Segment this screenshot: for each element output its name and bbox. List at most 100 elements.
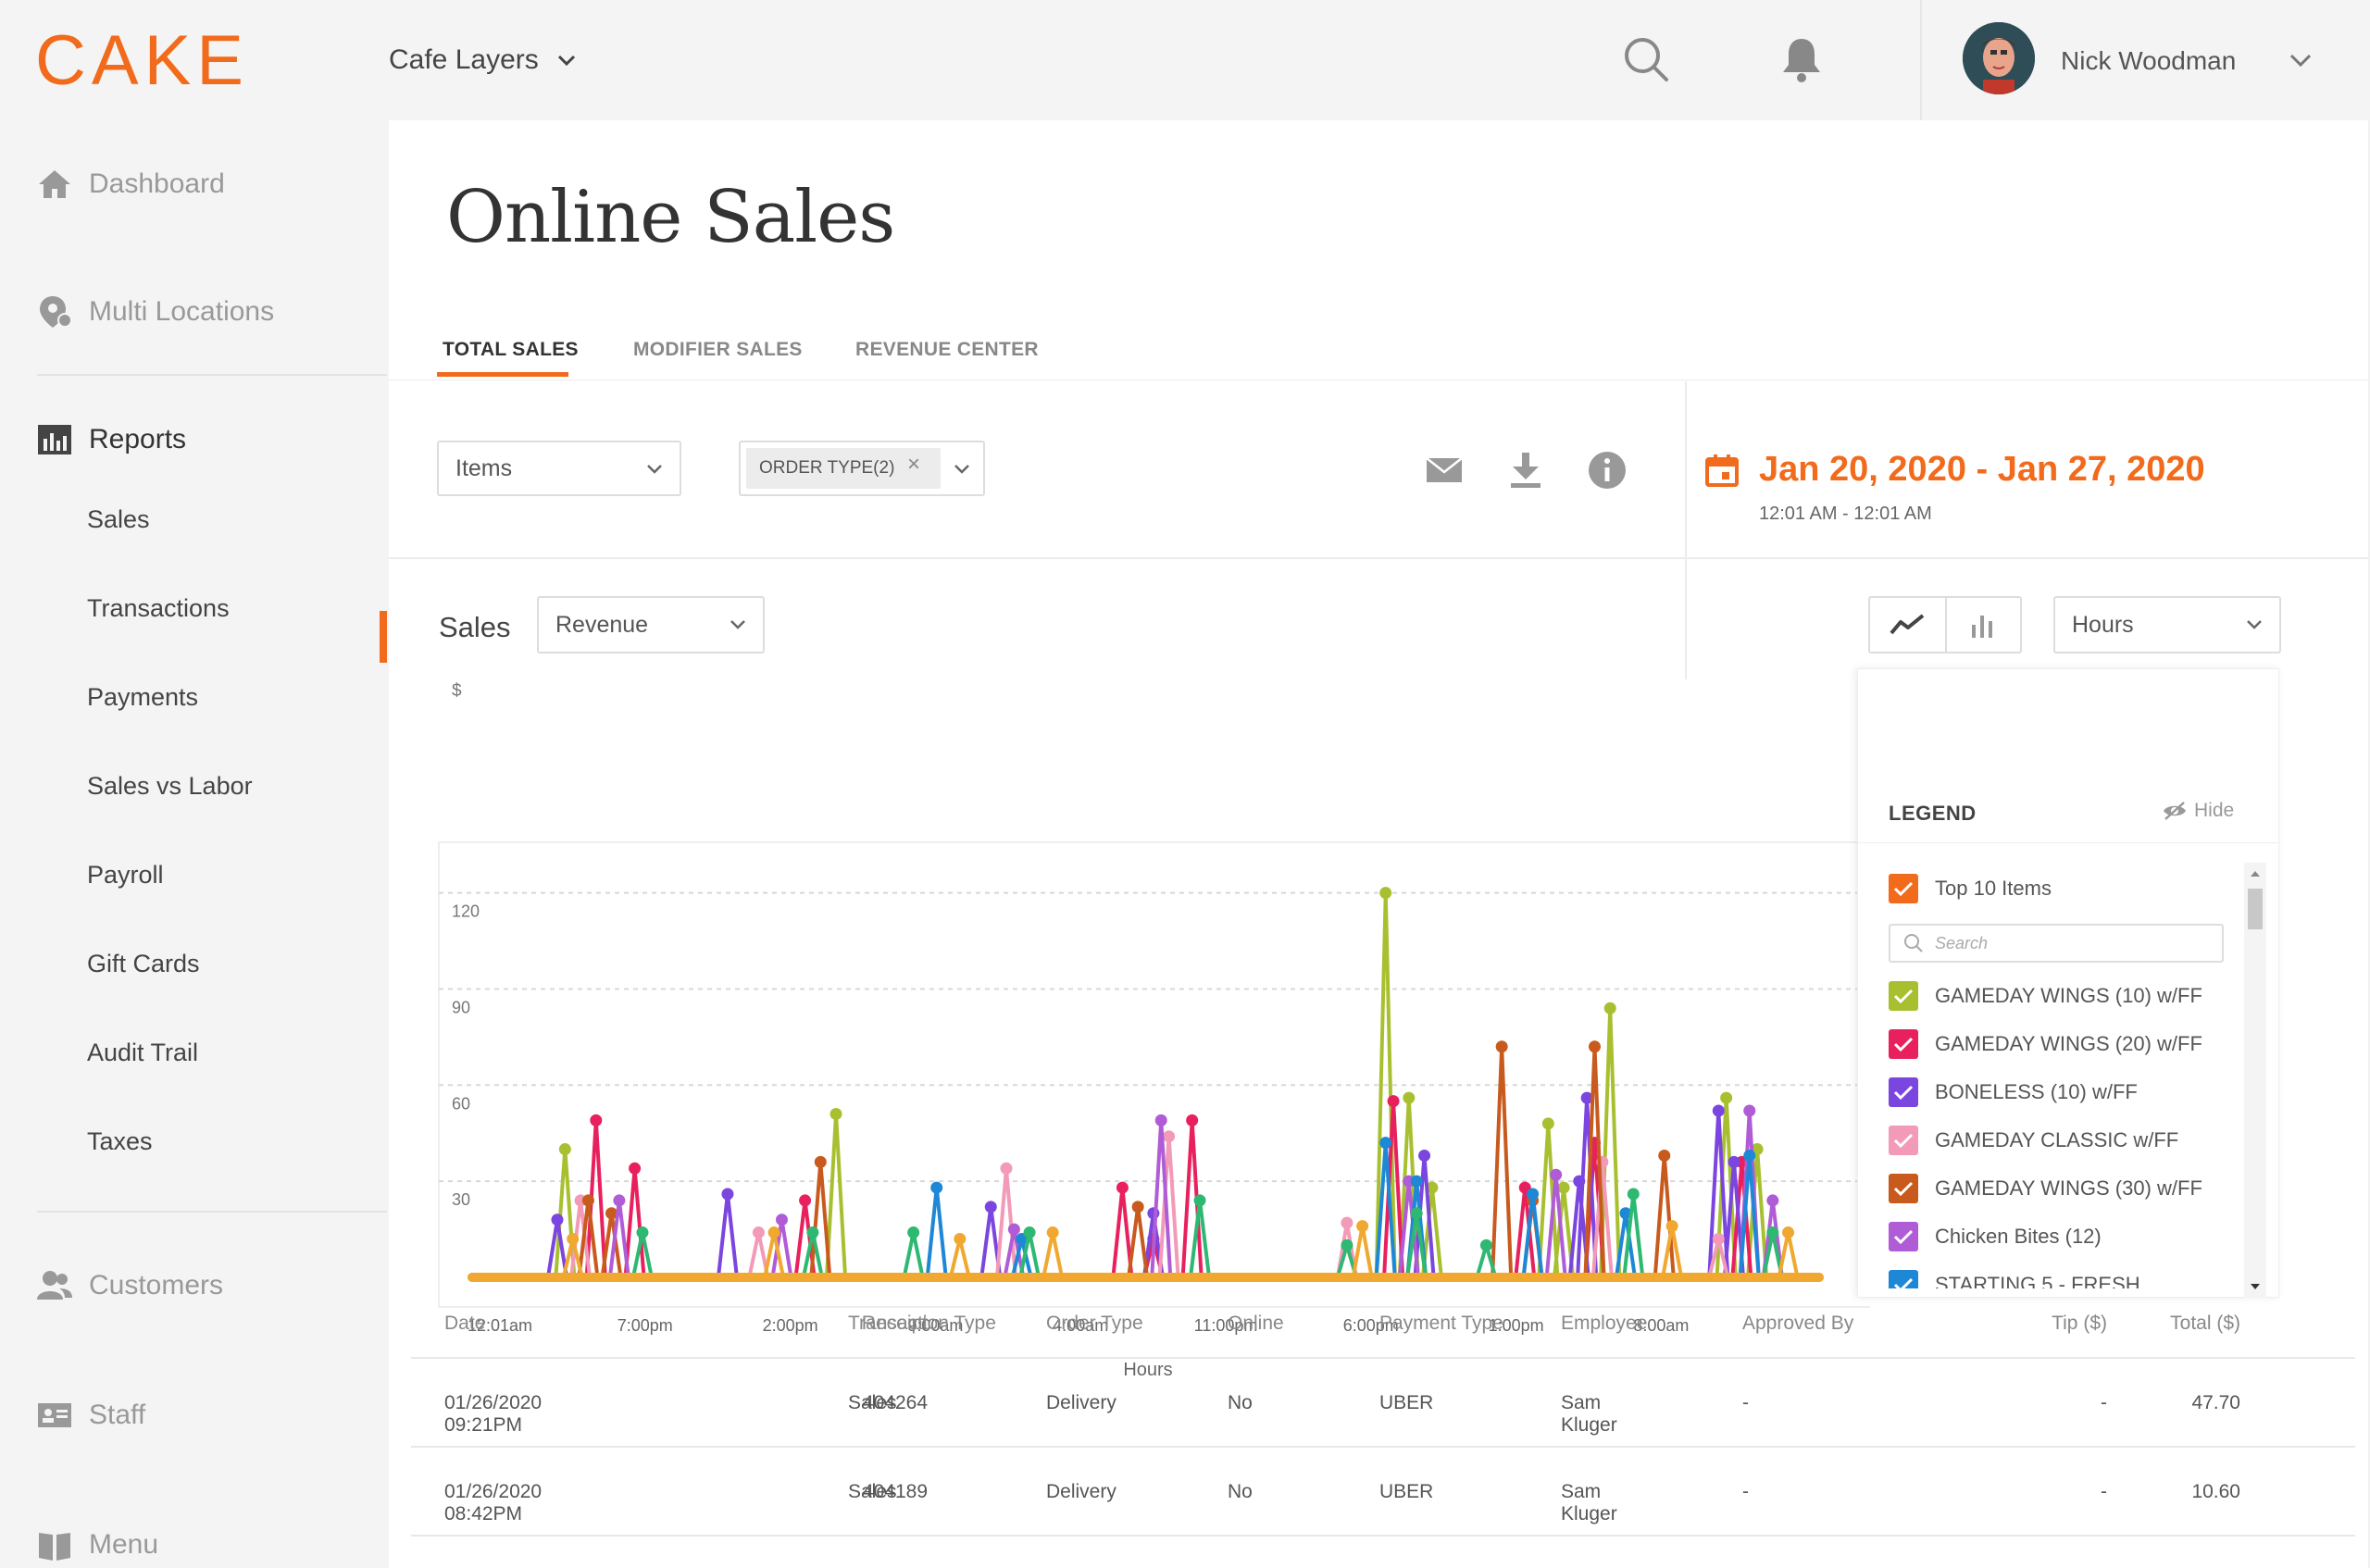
checkbox[interactable] <box>1889 981 1918 1011</box>
data-point[interactable] <box>1086 1273 1096 1282</box>
data-point[interactable] <box>1790 1273 1801 1282</box>
nav-customers[interactable]: Customers <box>37 1268 223 1303</box>
data-point[interactable] <box>1520 1273 1530 1282</box>
line-view-button[interactable] <box>1870 598 1945 652</box>
data-point[interactable] <box>1055 1273 1066 1282</box>
data-point[interactable] <box>1659 1273 1669 1282</box>
data-point[interactable] <box>1652 1273 1662 1282</box>
data-point[interactable] <box>1327 1273 1337 1282</box>
data-point[interactable] <box>978 1273 988 1282</box>
data-point[interactable] <box>722 1273 732 1282</box>
tab-total-sales[interactable]: TOTAL SALES <box>443 339 579 360</box>
data-point[interactable] <box>1040 1273 1050 1282</box>
calendar-icon[interactable] <box>1705 454 1739 487</box>
data-point[interactable] <box>1141 1273 1151 1282</box>
data-point[interactable] <box>1728 1155 1740 1168</box>
data-point[interactable] <box>1249 1273 1259 1282</box>
data-point[interactable] <box>1148 1273 1158 1282</box>
data-point[interactable] <box>1272 1273 1282 1282</box>
data-point[interactable] <box>839 1273 849 1282</box>
data-point[interactable] <box>1720 1091 1733 1104</box>
data-point[interactable] <box>767 1226 780 1239</box>
data-point[interactable] <box>1009 1273 1019 1282</box>
sidebar-item-payroll[interactable]: Payroll <box>87 861 164 889</box>
order-type-select[interactable]: ORDER TYPE(2) × <box>739 441 985 496</box>
data-point[interactable] <box>1334 1273 1344 1282</box>
data-point[interactable] <box>738 1273 748 1282</box>
data-point[interactable] <box>862 1273 872 1282</box>
data-point[interactable] <box>1226 1273 1236 1282</box>
data-point[interactable] <box>963 1273 973 1282</box>
sidebar-item-taxes[interactable]: Taxes <box>87 1127 153 1155</box>
data-point[interactable] <box>846 1273 856 1282</box>
data-point[interactable] <box>1387 1095 1400 1108</box>
data-point[interactable] <box>1288 1273 1298 1282</box>
data-point[interactable] <box>746 1273 756 1282</box>
table-header[interactable]: Approved By <box>1742 1313 1854 1334</box>
data-point[interactable] <box>583 1273 593 1282</box>
data-point[interactable] <box>1094 1273 1104 1282</box>
data-point[interactable] <box>1760 1273 1770 1282</box>
data-point[interactable] <box>1589 1040 1601 1053</box>
data-point[interactable] <box>1450 1273 1460 1282</box>
data-point[interactable] <box>1442 1273 1453 1282</box>
data-point[interactable] <box>537 1273 547 1282</box>
data-point[interactable] <box>1799 1273 1809 1282</box>
data-point[interactable] <box>1559 1273 1569 1282</box>
data-point[interactable] <box>1131 1201 1144 1213</box>
data-point[interactable] <box>1489 1273 1499 1282</box>
data-point[interactable] <box>1535 1273 1545 1282</box>
data-point[interactable] <box>1071 1273 1081 1282</box>
data-point[interactable] <box>1582 1273 1592 1282</box>
data-point[interactable] <box>1218 1273 1229 1282</box>
data-point[interactable] <box>1256 1273 1266 1282</box>
data-point[interactable] <box>1466 1273 1476 1282</box>
sidebar-item-audit-trail[interactable]: Audit Trail <box>87 1039 199 1066</box>
data-point[interactable] <box>754 1273 764 1282</box>
data-point[interactable] <box>814 1155 827 1168</box>
data-point[interactable] <box>544 1273 555 1282</box>
data-point[interactable] <box>498 1273 508 1282</box>
data-point[interactable] <box>1311 1273 1321 1282</box>
data-point[interactable] <box>529 1273 539 1282</box>
data-point[interactable] <box>1675 1273 1685 1282</box>
data-point[interactable] <box>954 1232 967 1245</box>
data-point[interactable] <box>1644 1273 1654 1282</box>
data-point[interactable] <box>606 1273 617 1282</box>
data-point[interactable] <box>668 1273 679 1282</box>
data-point[interactable] <box>1573 1175 1586 1188</box>
data-point[interactable] <box>885 1273 895 1282</box>
data-point[interactable] <box>636 1226 649 1239</box>
legend-search-input[interactable]: Search <box>1889 924 2224 963</box>
data-point[interactable] <box>1410 1175 1423 1188</box>
data-point[interactable] <box>986 1273 996 1282</box>
checkbox[interactable] <box>1889 874 1918 903</box>
data-point[interactable] <box>775 1213 788 1226</box>
nav-dashboard[interactable]: Dashboard <box>37 167 225 202</box>
data-point[interactable] <box>1766 1194 1779 1207</box>
data-point[interactable] <box>823 1273 833 1282</box>
data-point[interactable] <box>807 1273 817 1282</box>
legend-top-toggle[interactable]: Top 10 Items <box>1889 874 2052 903</box>
data-point[interactable] <box>521 1273 531 1282</box>
legend-scroll-thumb[interactable] <box>2248 889 2263 929</box>
checkbox[interactable] <box>1889 1174 1918 1203</box>
data-point[interactable] <box>560 1273 570 1282</box>
data-point[interactable] <box>854 1273 865 1282</box>
data-point[interactable] <box>475 1273 485 1282</box>
legend-item[interactable]: GAMEDAY WINGS (30) w/FF <box>1889 1174 2202 1203</box>
data-point[interactable] <box>1373 1273 1383 1282</box>
data-point[interactable] <box>514 1273 524 1282</box>
data-point[interactable] <box>1102 1273 1112 1282</box>
data-point[interactable] <box>1782 1226 1795 1239</box>
chevron-down-icon[interactable] <box>952 459 972 479</box>
data-point[interactable] <box>715 1273 725 1282</box>
data-point[interactable] <box>613 1194 626 1207</box>
data-point[interactable] <box>605 1207 618 1220</box>
data-point[interactable] <box>1474 1273 1484 1282</box>
data-point[interactable] <box>1418 1149 1431 1162</box>
data-point[interactable] <box>1186 1114 1199 1126</box>
data-point[interactable] <box>699 1273 709 1282</box>
data-point[interactable] <box>491 1273 501 1282</box>
data-point[interactable] <box>730 1273 741 1282</box>
